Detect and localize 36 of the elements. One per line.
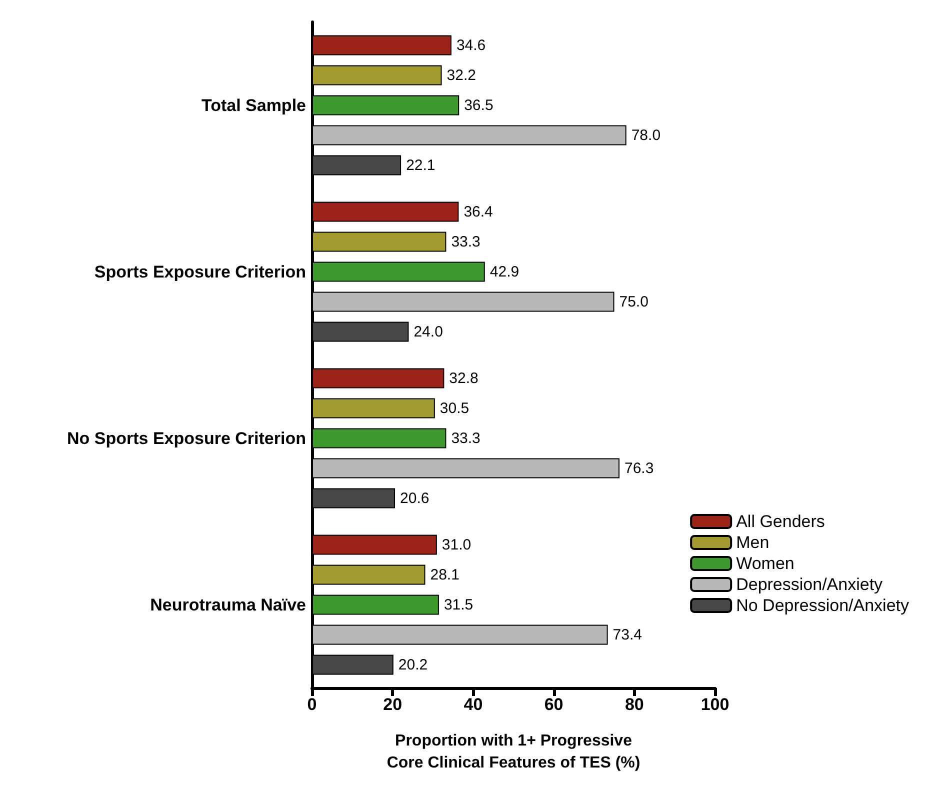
data-label: 33.3 xyxy=(451,233,480,250)
data-label: 30.5 xyxy=(440,400,470,417)
data-label: 20.2 xyxy=(398,656,428,674)
data-label: 33.3 xyxy=(451,430,480,447)
data-label: 31.5 xyxy=(444,596,474,614)
data-label: 42.9 xyxy=(490,263,520,280)
data-label: 34.6 xyxy=(456,36,486,54)
data-label: 75.0 xyxy=(619,293,648,310)
legend-label: Men xyxy=(736,533,770,552)
data-label: 31.0 xyxy=(442,536,472,554)
y-tick-label: Sports Exposure Criterion xyxy=(94,262,306,282)
x-tick-label: 80 xyxy=(624,695,644,714)
y-tick-label: Total Sample xyxy=(201,96,306,115)
x-tick-label: 60 xyxy=(544,695,564,714)
x-tick-label: 100 xyxy=(700,695,730,714)
data-label: 28.1 xyxy=(430,566,460,584)
data-label: 36.5 xyxy=(464,96,494,114)
x-axis-title: Proportion with 1+ Progressive Core Clinical Features of TES (%) xyxy=(386,732,640,772)
data-label: 78.0 xyxy=(631,126,661,144)
y-tick-label: No Sports Exposure Criterion xyxy=(67,428,306,448)
legend-label: All Genders xyxy=(736,512,825,531)
data-label: 24.0 xyxy=(414,323,443,340)
data-label: 36.4 xyxy=(464,203,493,220)
y-tick-label: Neurotrauma Naïve xyxy=(150,595,306,614)
data-label: 22.1 xyxy=(406,156,436,174)
data-label: 20.6 xyxy=(400,490,430,507)
x-tick-label: 20 xyxy=(383,695,402,714)
data-label: 76.3 xyxy=(624,460,654,477)
x-tick-label: 0 xyxy=(307,695,317,714)
legend-label: Women xyxy=(736,554,794,573)
data-label: 32.8 xyxy=(449,370,478,387)
data-label: 32.2 xyxy=(446,66,476,84)
legend-label: No Depression/Anxiety xyxy=(736,596,910,615)
legend-label: Depression/Anxiety xyxy=(736,575,884,594)
x-tick-label: 40 xyxy=(464,695,483,714)
data-label: 73.4 xyxy=(612,626,642,644)
